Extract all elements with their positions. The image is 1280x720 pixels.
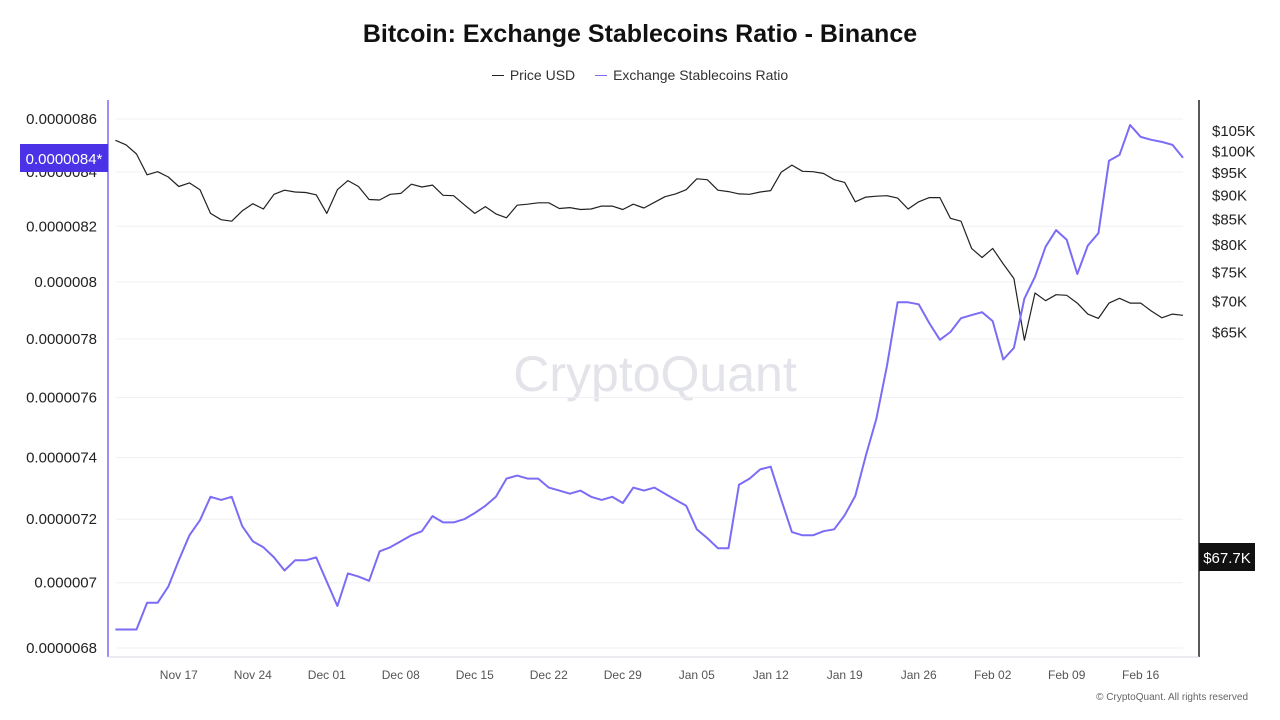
- right-tick-label: $85K: [1212, 212, 1247, 229]
- left-tick-label: 0.0000068: [26, 640, 97, 657]
- x-tick-label: Dec 08: [382, 668, 420, 682]
- x-tick-label: Nov 24: [234, 668, 272, 682]
- x-tick-label: Dec 29: [604, 668, 642, 682]
- left-tick-label: 0.0000082: [26, 218, 97, 235]
- left-tick-label: 0.0000074: [26, 450, 97, 467]
- x-tick-label: Dec 01: [308, 668, 346, 682]
- left-tick-label: 0.0000076: [26, 389, 97, 406]
- right-tick-label: $75K: [1212, 264, 1247, 281]
- x-tick-label: Jan 19: [827, 668, 863, 682]
- left-tick-label: 0.000008: [34, 274, 97, 291]
- right-tick-label: $90K: [1212, 188, 1247, 205]
- left-axis-ticks: 0.0000068 0.000007 0.0000072 0.0000074 0.000…: [26, 111, 97, 657]
- right-tick-label: $105K: [1212, 123, 1255, 140]
- right-tick-label: $100K: [1212, 143, 1255, 160]
- x-tick-label: Dec 15: [456, 668, 494, 682]
- right-current-value-badge: $67.7K: [1199, 543, 1255, 571]
- x-tick-label: Jan 12: [753, 668, 789, 682]
- watermark: CryptoQuant: [513, 346, 797, 402]
- x-tick-label: Feb 16: [1122, 668, 1160, 682]
- x-tick-label: Jan 26: [901, 668, 937, 682]
- x-axis-ticks: Nov 17 Nov 24 Dec 01 Dec 08 Dec 15 Dec 22 Dec …: [160, 668, 1160, 682]
- x-tick-label: Jan 05: [679, 668, 715, 682]
- left-current-value-badge: 0.0000084*: [20, 144, 108, 172]
- x-tick-label: Nov 17: [160, 668, 198, 682]
- left-tick-label: 0.0000086: [26, 111, 97, 128]
- series-lines: [115, 124, 1184, 631]
- copyright: © CryptoQuant. All rights reserved: [1096, 692, 1248, 703]
- right-axis-ticks: $65K $70K $75K $80K $85K $90K $95K $100K $105K: [1212, 123, 1255, 341]
- chart-title: Bitcoin: Exchange Stablecoins Ratio - Bi…: [362, 20, 918, 48]
- legend-label-ratio: Exchange Stablecoins Ratio: [613, 67, 789, 84]
- legend-item-price[interactable]: Price USD: [491, 67, 576, 84]
- right-tick-label: $65K: [1212, 324, 1247, 341]
- left-tick-label: 0.000007: [34, 575, 97, 592]
- right-tick-label: $70K: [1212, 293, 1247, 310]
- x-tick-label: Dec 22: [530, 668, 568, 682]
- legend-label-price: Price USD: [509, 67, 576, 84]
- left-tick-label: 0.0000072: [26, 511, 97, 528]
- legend-swatch-price: [491, 74, 504, 76]
- gridlines: [116, 118, 1183, 649]
- right-tick-label: $80K: [1212, 237, 1247, 254]
- stablecoin-ratio-line: [115, 124, 1184, 631]
- legend: Price USD Exchange Stablecoins Ratio: [0, 63, 1280, 83]
- x-tick-label: Feb 09: [1048, 668, 1086, 682]
- right-tick-label: $95K: [1212, 165, 1247, 182]
- left-tick-label: 0.0000078: [26, 331, 97, 348]
- price-usd-line: [115, 139, 1184, 341]
- left-current-value: 0.0000084*: [26, 151, 103, 168]
- x-tick-label: Feb 02: [974, 668, 1012, 682]
- legend-swatch-ratio: [595, 74, 608, 76]
- legend-item-ratio[interactable]: Exchange Stablecoins Ratio: [595, 67, 788, 83]
- right-current-value: $67.7K: [1203, 550, 1251, 567]
